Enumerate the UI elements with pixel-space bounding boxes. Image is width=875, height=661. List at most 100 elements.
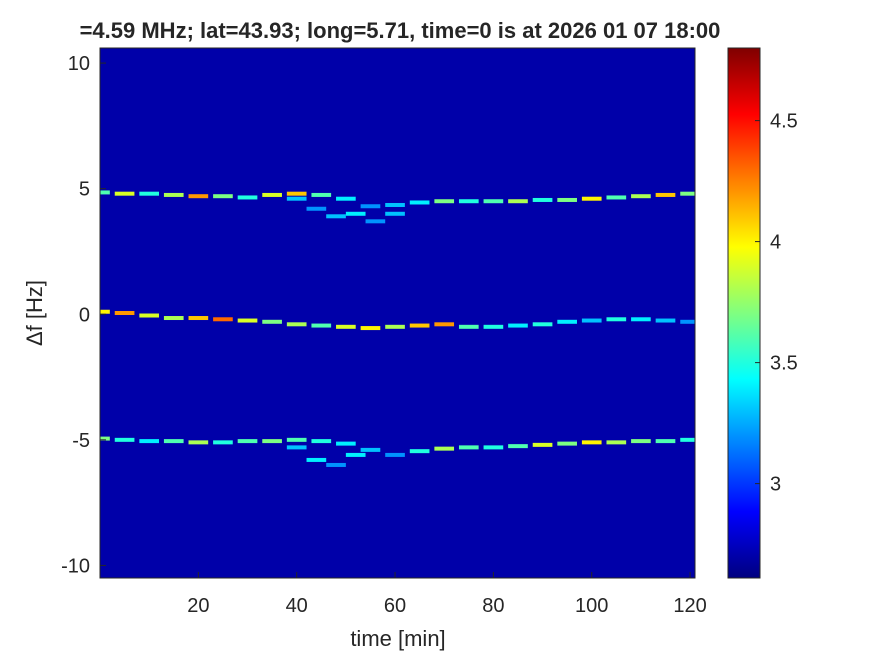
spectral-cell [237,318,258,323]
colorbar-tick-label: 3.5 [770,353,798,375]
spectral-cell [606,317,627,322]
spectral-cell [532,322,553,327]
spectral-cell [286,322,307,327]
spectral-cell [306,457,327,462]
spectral-cell [139,313,160,318]
spectral-cell [606,195,627,200]
spectral-cell [286,445,307,450]
spectral-cell [188,194,209,199]
spectral-cell [434,199,455,204]
spectral-cell [188,316,209,321]
spectral-cell [409,449,430,454]
spectral-cell [631,317,651,322]
spectral-cell [385,202,405,207]
spectral-cell [163,439,184,444]
spectral-cell [311,323,332,328]
spectral-cell [360,447,381,452]
spectral-cell [100,190,110,195]
spectral-cell [345,452,366,457]
x-tick-label: 100 [575,595,608,617]
spectral-cell [345,211,366,216]
spectral-cell [306,206,327,211]
spectral-cell [286,191,307,196]
spectral-cell [557,441,577,446]
spectral-cell [336,441,356,446]
spectral-cell [385,324,405,329]
colorbar-tick-label: 4 [770,232,781,254]
chart-title: =4.59 MHz; lat=43.93; long=5.71, time=0 … [80,18,721,43]
spectral-cell [100,309,110,314]
spectral-cell [213,440,233,445]
spectral-cell [262,192,282,197]
colorbar [727,47,761,579]
spectral-cell [286,196,307,201]
x-tick-label: 120 [673,595,706,617]
spectral-cell [557,319,577,324]
spectral-cell [508,323,528,328]
spectral-cell [434,446,455,451]
x-tick-label: 40 [286,595,308,617]
spectral-cell [483,199,504,204]
spectral-cell [508,444,528,449]
spectral-cell [163,192,184,197]
spectral-cell [434,322,455,327]
spectral-cell [139,191,160,196]
colorbar-tick-label: 3 [770,474,781,496]
y-tick-label: 10 [68,53,90,75]
spectral-cell [655,192,676,197]
colorbar-tick-label: 4.5 [770,111,798,133]
spectral-cell [606,440,627,445]
spectral-cell [365,219,386,224]
spectral-cell [114,437,135,442]
spectral-cell [557,197,577,202]
y-tick-label: 5 [79,179,90,201]
x-tick-label: 20 [187,595,209,617]
spectral-cell [114,311,135,315]
spectral-cell [483,324,504,329]
spectral-cell [508,199,528,204]
spectral-cell [360,326,381,331]
spectral-cell [326,462,346,467]
spectral-cell [458,445,479,450]
spectral-cell [581,318,602,323]
spectral-cell [458,324,479,329]
spectral-cell [483,445,504,450]
spectral-cell [631,439,651,444]
spectral-cell [458,199,479,204]
spectral-cell [655,439,676,444]
spectral-cell [385,452,405,457]
spectral-cell [311,192,332,197]
x-tick-label: 80 [482,595,504,617]
spectral-cell [100,436,110,441]
spectral-cell [213,194,233,199]
spectral-cell [655,318,676,323]
spectral-cell [336,324,356,329]
axes-box [99,47,696,579]
spectral-cell [532,442,553,447]
plot-background [100,48,695,578]
spectral-cell [409,200,430,205]
spectral-cell [631,194,651,199]
spectral-cell [326,214,346,219]
spectral-cell [188,440,209,445]
spectral-cell [385,211,405,216]
spectral-cell [680,437,695,442]
spectral-cell [336,196,356,201]
x-tick-label: 60 [384,595,406,617]
spectral-cell [581,440,602,445]
y-tick-label: -10 [61,555,90,577]
spectral-cell [163,316,184,321]
y-tick-label: 0 [79,304,90,326]
x-axis-label: time [min] [350,626,445,651]
spectral-cell [139,439,160,444]
spectral-cell [286,437,307,442]
spectral-cell [114,191,135,196]
spectral-cell [237,439,258,444]
spectral-cell [409,323,430,328]
traces [100,190,695,467]
spectral-cell [262,319,282,324]
spectral-cell [581,196,602,201]
y-axis-label: Δf [Hz] [22,280,47,346]
